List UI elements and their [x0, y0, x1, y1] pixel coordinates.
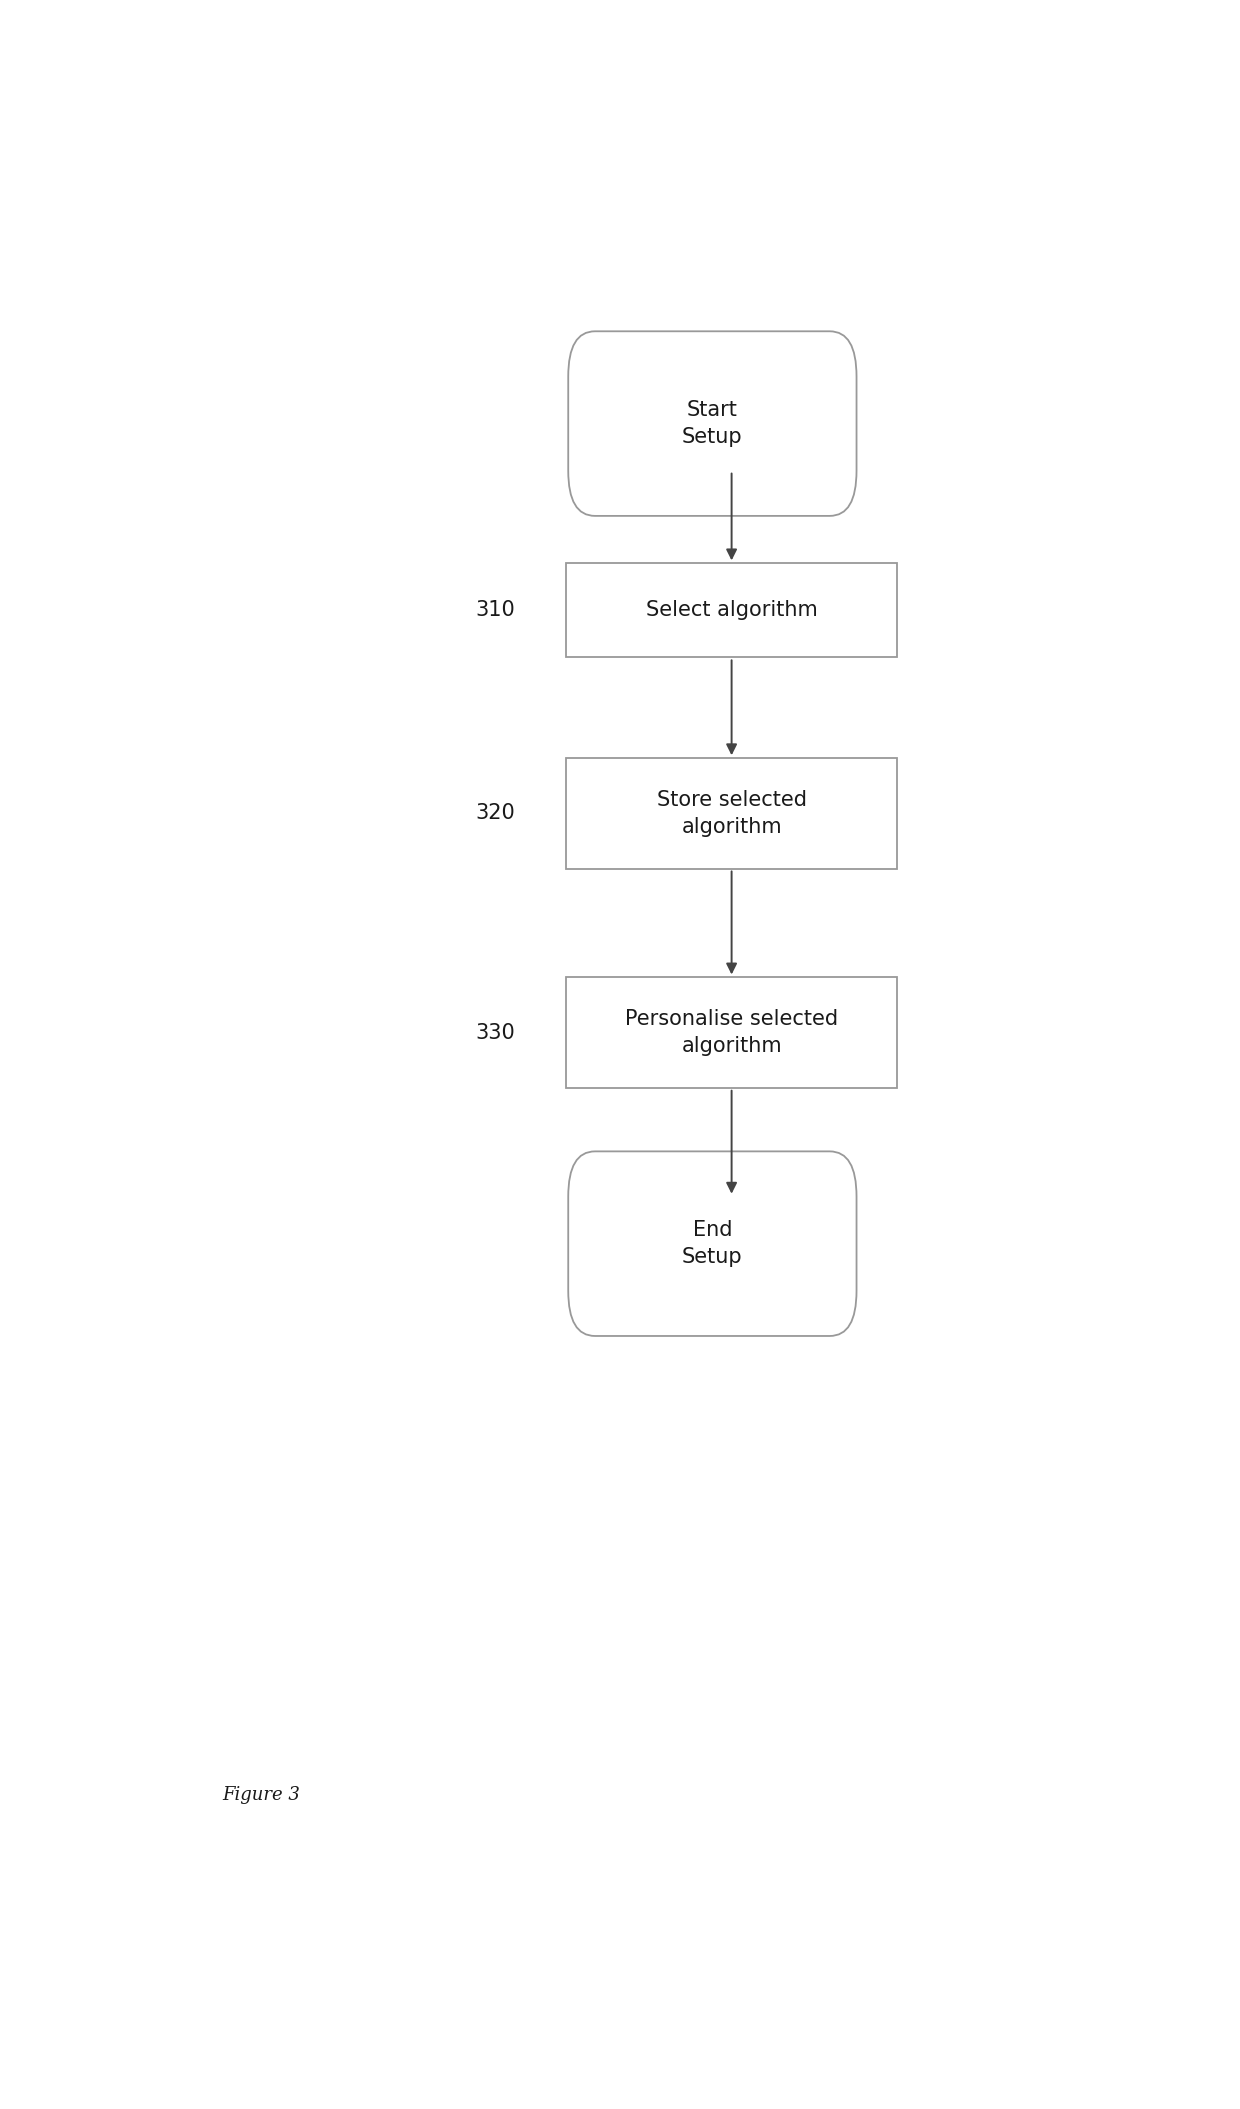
Text: Select algorithm: Select algorithm	[646, 601, 817, 620]
FancyBboxPatch shape	[565, 757, 898, 869]
Text: 320: 320	[476, 804, 516, 823]
Text: Figure 3: Figure 3	[222, 1786, 300, 1803]
FancyBboxPatch shape	[568, 331, 857, 517]
Text: Start
Setup: Start Setup	[682, 401, 743, 447]
Text: End
Setup: End Setup	[682, 1221, 743, 1268]
Text: Store selected
algorithm: Store selected algorithm	[657, 791, 806, 837]
FancyBboxPatch shape	[568, 1152, 857, 1335]
Text: Personalise selected
algorithm: Personalise selected algorithm	[625, 1010, 838, 1057]
Text: 330: 330	[476, 1023, 516, 1042]
FancyBboxPatch shape	[565, 976, 898, 1088]
FancyBboxPatch shape	[565, 563, 898, 658]
Text: 310: 310	[476, 601, 516, 620]
